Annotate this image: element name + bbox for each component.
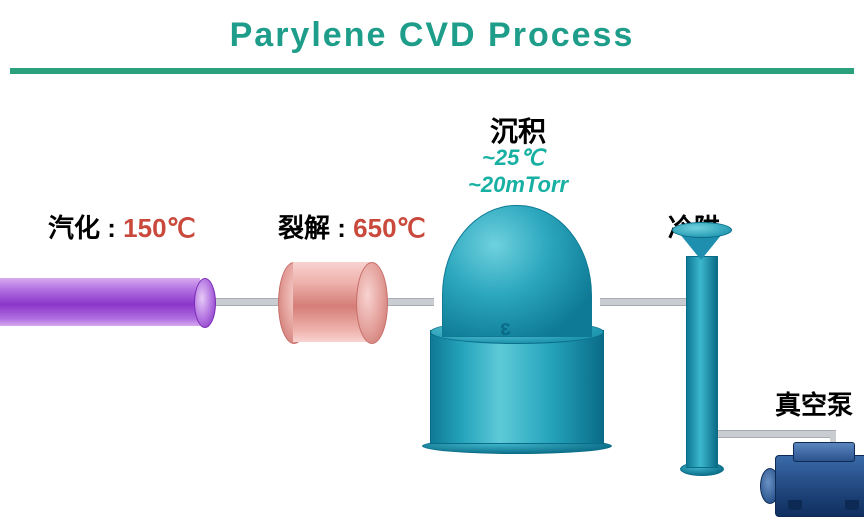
pyrolysis-temperature: 650℃	[353, 213, 426, 243]
vacuum-pump-lid	[793, 442, 855, 462]
vaporize-label: 汽化	[48, 213, 100, 243]
vacuum-pump-label: 真空泵	[775, 385, 853, 422]
cold-trap-funnel-rim	[672, 222, 732, 238]
pyrolysis-end-right	[356, 262, 388, 344]
pipe-pyrolysis-to-deposition	[384, 298, 434, 306]
cold-trap-column	[686, 256, 718, 468]
deposition-dome	[442, 205, 592, 337]
deposition-temperature: ~25℃	[482, 145, 544, 171]
pyrolysis-label: 裂解	[278, 213, 330, 243]
vaporizer-end-cap	[194, 278, 216, 328]
pipe-trap-to-pump-h	[716, 430, 836, 438]
vaporize-separator: :	[107, 213, 116, 243]
vacuum-pump-body	[775, 455, 864, 517]
vaporize-label-group: 汽化 : 150℃	[48, 208, 196, 245]
pipe-deposition-to-trap	[600, 298, 688, 306]
deposition-body	[430, 330, 604, 444]
vacuum-pump-foot-left	[788, 500, 802, 510]
title-underline	[10, 68, 854, 74]
vaporizer-cylinder	[0, 278, 200, 326]
diagram-title: Parylene CVD Process	[0, 16, 864, 55]
vaporize-temperature: 150℃	[123, 213, 196, 243]
deposition-label: 沉积	[490, 110, 546, 150]
deposition-pressure: ~20mTorr	[468, 172, 568, 198]
pipe-vaporizer-to-pyrolysis	[210, 298, 282, 306]
deposition-glyph: ɛ	[499, 315, 512, 342]
vacuum-pump-foot-right	[845, 500, 859, 510]
pyrolysis-separator: :	[337, 213, 346, 243]
pyrolysis-label-group: 裂解 : 650℃	[278, 208, 426, 245]
